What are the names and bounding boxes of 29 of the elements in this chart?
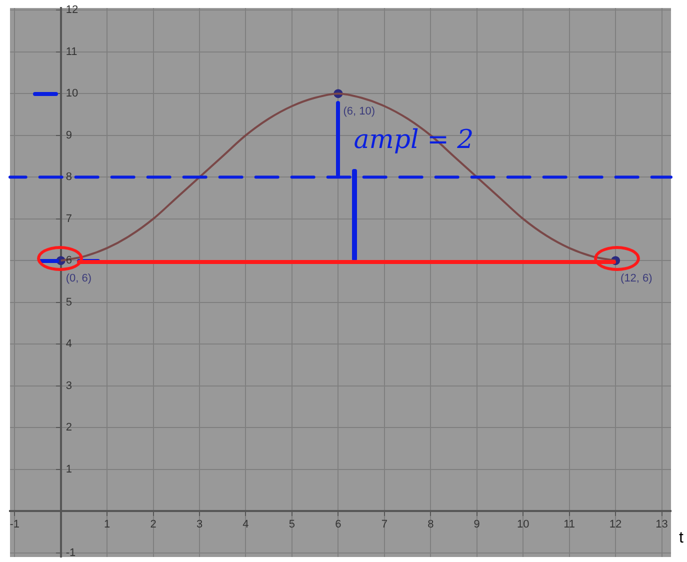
y-tick-label: 8 [66, 171, 72, 184]
x-tick-label: 5 [288, 518, 296, 531]
x-tick-label: 2 [150, 518, 156, 531]
x-tick-label: 12 [609, 518, 622, 531]
x-tick-label: 13 [656, 518, 668, 531]
x-tick-label: 11 [564, 518, 576, 531]
x-tick-label: 6 [335, 518, 342, 531]
annotation: (6, 10) [343, 106, 375, 118]
y-tick-label: 9 [66, 129, 72, 142]
y-tick-label: -1 [66, 546, 76, 559]
y-tick-label: 10 [66, 88, 78, 100]
y-tick-label: 1 [66, 463, 72, 476]
y-tick-label: 4 [66, 338, 72, 350]
x-tick-label: 1 [104, 518, 110, 531]
y-tick-label: 2 [66, 422, 72, 434]
x-tick-label: 8 [428, 518, 434, 531]
x-tick-label: 10 [516, 518, 530, 531]
annotation: (0, 6) [66, 272, 92, 285]
y-tick-label: 3 [66, 380, 72, 392]
x-tick-label: 4 [242, 518, 249, 531]
y-tick-label: 5 [66, 296, 72, 308]
x-tick-label: 7 [381, 518, 388, 531]
y-tick-label: 11 [66, 46, 78, 58]
x-axis-title: t [679, 529, 684, 546]
annotation: (12, 6) [620, 272, 652, 285]
y-tick-label: 7 [66, 212, 72, 225]
x-tick-label: 3 [196, 518, 203, 531]
x-tick-label: -1 [10, 518, 20, 531]
x-tick-label: 9 [474, 518, 480, 531]
